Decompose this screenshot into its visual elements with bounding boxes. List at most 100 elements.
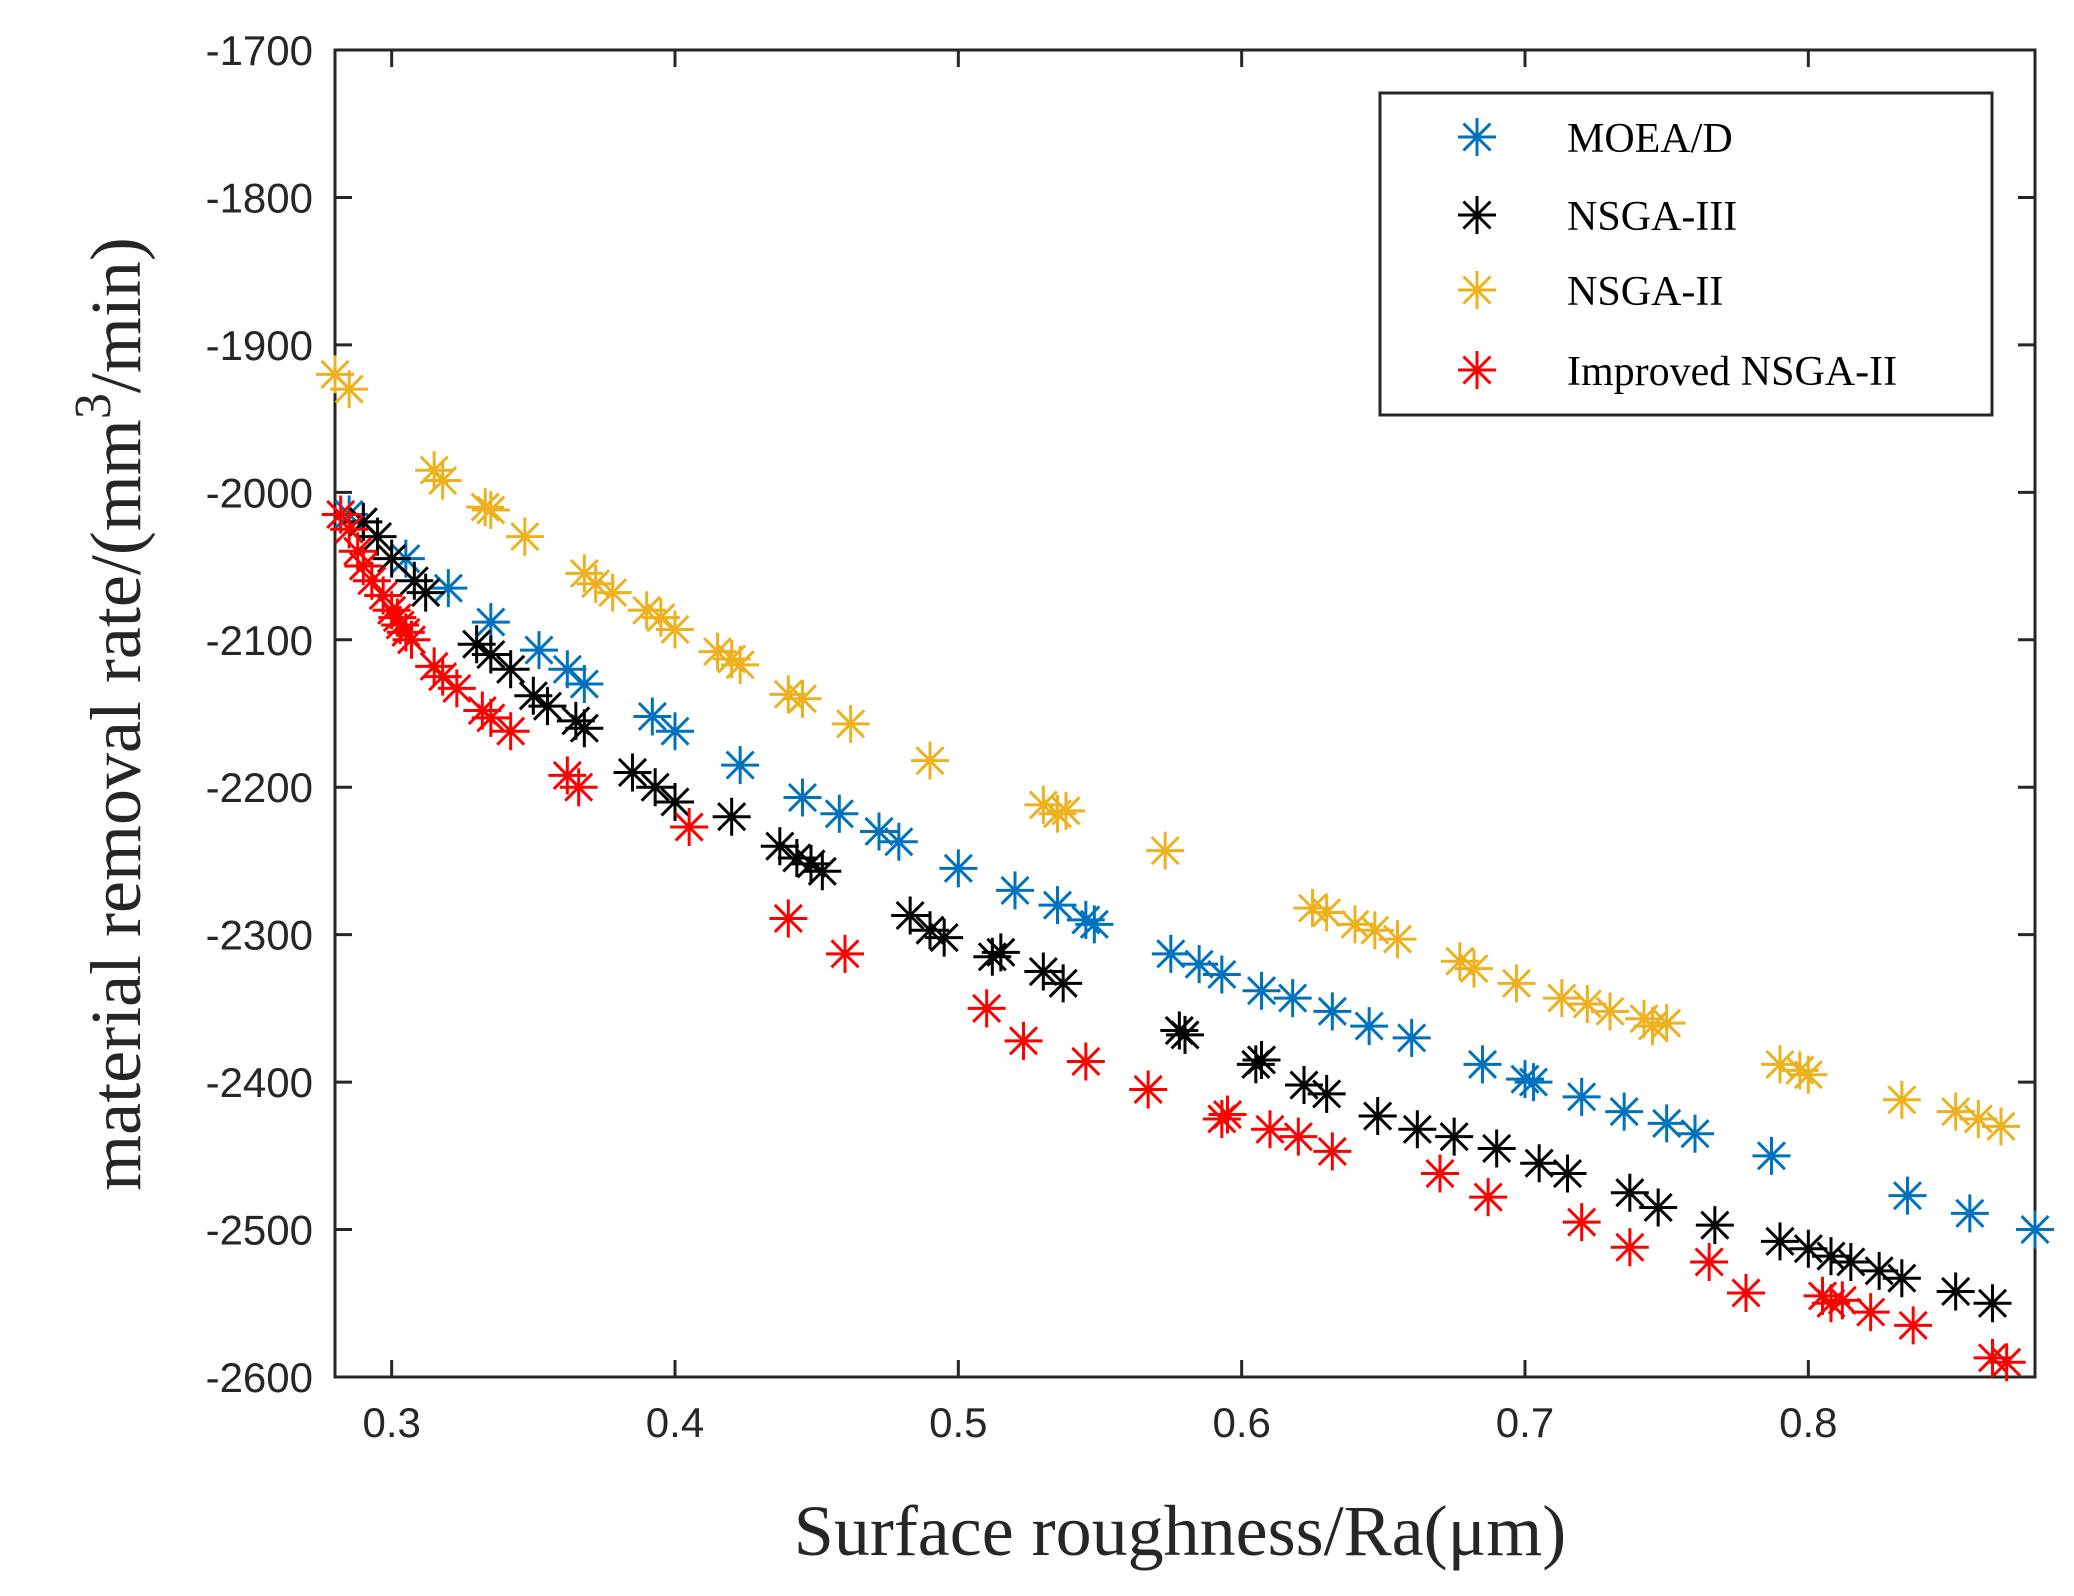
data-point <box>1129 1070 1168 1109</box>
y-axis-title-superscript: 3 <box>65 393 122 419</box>
data-point <box>1633 1007 1672 1046</box>
data-point <box>1506 1060 1544 1099</box>
x-tick-label: 0.6 <box>1212 1399 1270 1446</box>
data-point <box>783 679 822 718</box>
x-tick-label: 0.8 <box>1779 1399 1837 1446</box>
data-point <box>457 625 496 664</box>
data-point <box>378 598 417 637</box>
data-point <box>344 502 383 541</box>
data-point <box>1752 1136 1791 1175</box>
data-point <box>826 934 864 973</box>
data-point <box>330 510 369 549</box>
data-point <box>1610 1173 1649 1212</box>
data-point <box>760 827 799 866</box>
data-point <box>1350 1007 1389 1046</box>
legend-box <box>1378 91 1994 417</box>
data-point <box>1313 992 1352 1031</box>
series-nsga-iii <box>344 502 2012 1323</box>
axis-ticks: 0.3 0.4 0.5 0.6 0.7 0.8 -1700 -1800 -1900 -2000 -2… <box>206 27 2035 1446</box>
data-point <box>1469 1178 1508 1217</box>
data-point <box>1789 1229 1828 1268</box>
data-point <box>1676 1114 1714 1153</box>
data-point <box>1888 1176 1927 1215</box>
data-point <box>1690 1242 1729 1281</box>
data-point <box>548 650 587 689</box>
data-point <box>698 632 737 671</box>
data-point <box>1882 1259 1921 1298</box>
data-point <box>636 768 675 807</box>
data-point <box>471 698 510 737</box>
data-point <box>1568 984 1607 1023</box>
data-point <box>1987 1343 2026 1382</box>
y-tick-label: -2500 <box>206 1207 313 1254</box>
data-point <box>1242 1040 1281 1079</box>
data-point <box>1894 1306 1933 1345</box>
data-point <box>939 849 978 888</box>
data-point <box>330 370 369 409</box>
data-point <box>338 532 377 571</box>
y-tick-label: -2000 <box>206 469 313 516</box>
series-improved-nsga-ii <box>321 495 2026 1382</box>
legend-label-improved-nsga2: Improved NSGA-II <box>1567 349 1897 395</box>
data-point <box>528 687 567 726</box>
data-point <box>831 704 870 743</box>
data-point <box>429 569 468 608</box>
legend-label-moead: MOEA/D <box>1567 116 1733 162</box>
data-point <box>1285 1066 1323 1105</box>
data-point <box>1358 1097 1397 1136</box>
data-point <box>1435 1117 1474 1156</box>
data-point <box>656 712 694 751</box>
data-point <box>372 539 411 578</box>
data-point <box>1047 791 1085 830</box>
data-point <box>1477 1129 1516 1168</box>
data-point <box>1591 992 1629 1031</box>
data-point <box>1392 1018 1431 1057</box>
data-point <box>1066 1042 1105 1081</box>
data-point <box>1936 1092 1975 1131</box>
data-point <box>565 665 604 704</box>
x-tick-label: 0.4 <box>646 1399 704 1446</box>
data-point <box>1251 1110 1289 1149</box>
data-point <box>911 741 949 780</box>
data-point <box>1973 1284 2012 1323</box>
data-point <box>1421 1154 1459 1193</box>
legend-marker-icon <box>1458 196 1496 234</box>
data-point <box>1202 955 1241 994</box>
data-point <box>1307 1074 1346 1113</box>
data-point <box>471 603 510 642</box>
data-point <box>1727 1273 1765 1312</box>
legend: MOEA/D NSGA-III NSGA-II Improved NSGA-II <box>1378 91 1994 417</box>
data-point <box>364 576 403 615</box>
data-point <box>641 598 680 637</box>
data-point <box>352 561 391 600</box>
data-point <box>1562 1077 1601 1116</box>
data-point <box>565 709 604 748</box>
y-tick-label: -1800 <box>206 174 313 221</box>
data-point <box>1146 831 1185 870</box>
data-point <box>1514 1063 1553 1102</box>
data-point <box>613 753 652 792</box>
data-point <box>783 778 822 817</box>
y-tick-label: -1900 <box>206 322 313 369</box>
data-point <box>514 676 553 715</box>
data-point <box>471 635 510 674</box>
data-point <box>1313 1132 1352 1171</box>
data-point <box>1024 952 1063 991</box>
data-point <box>1851 1293 1890 1332</box>
data-point <box>1024 785 1063 824</box>
data-point <box>559 768 598 807</box>
data-point <box>792 844 830 883</box>
data-points <box>316 355 2054 1382</box>
y-tick-label: -1700 <box>206 27 313 74</box>
data-point <box>1180 945 1219 984</box>
data-point <box>1004 1021 1043 1060</box>
legend-label-nsga2: NSGA-II <box>1567 269 1723 315</box>
legend-marker-icon <box>1458 351 1496 389</box>
x-tick-label: 0.7 <box>1496 1399 1554 1446</box>
data-point <box>466 488 505 527</box>
data-point <box>633 697 672 736</box>
data-point <box>769 675 808 714</box>
data-point <box>1151 934 1190 973</box>
legend-label-nsga3: NSGA-III <box>1567 194 1737 240</box>
data-point <box>471 491 510 530</box>
